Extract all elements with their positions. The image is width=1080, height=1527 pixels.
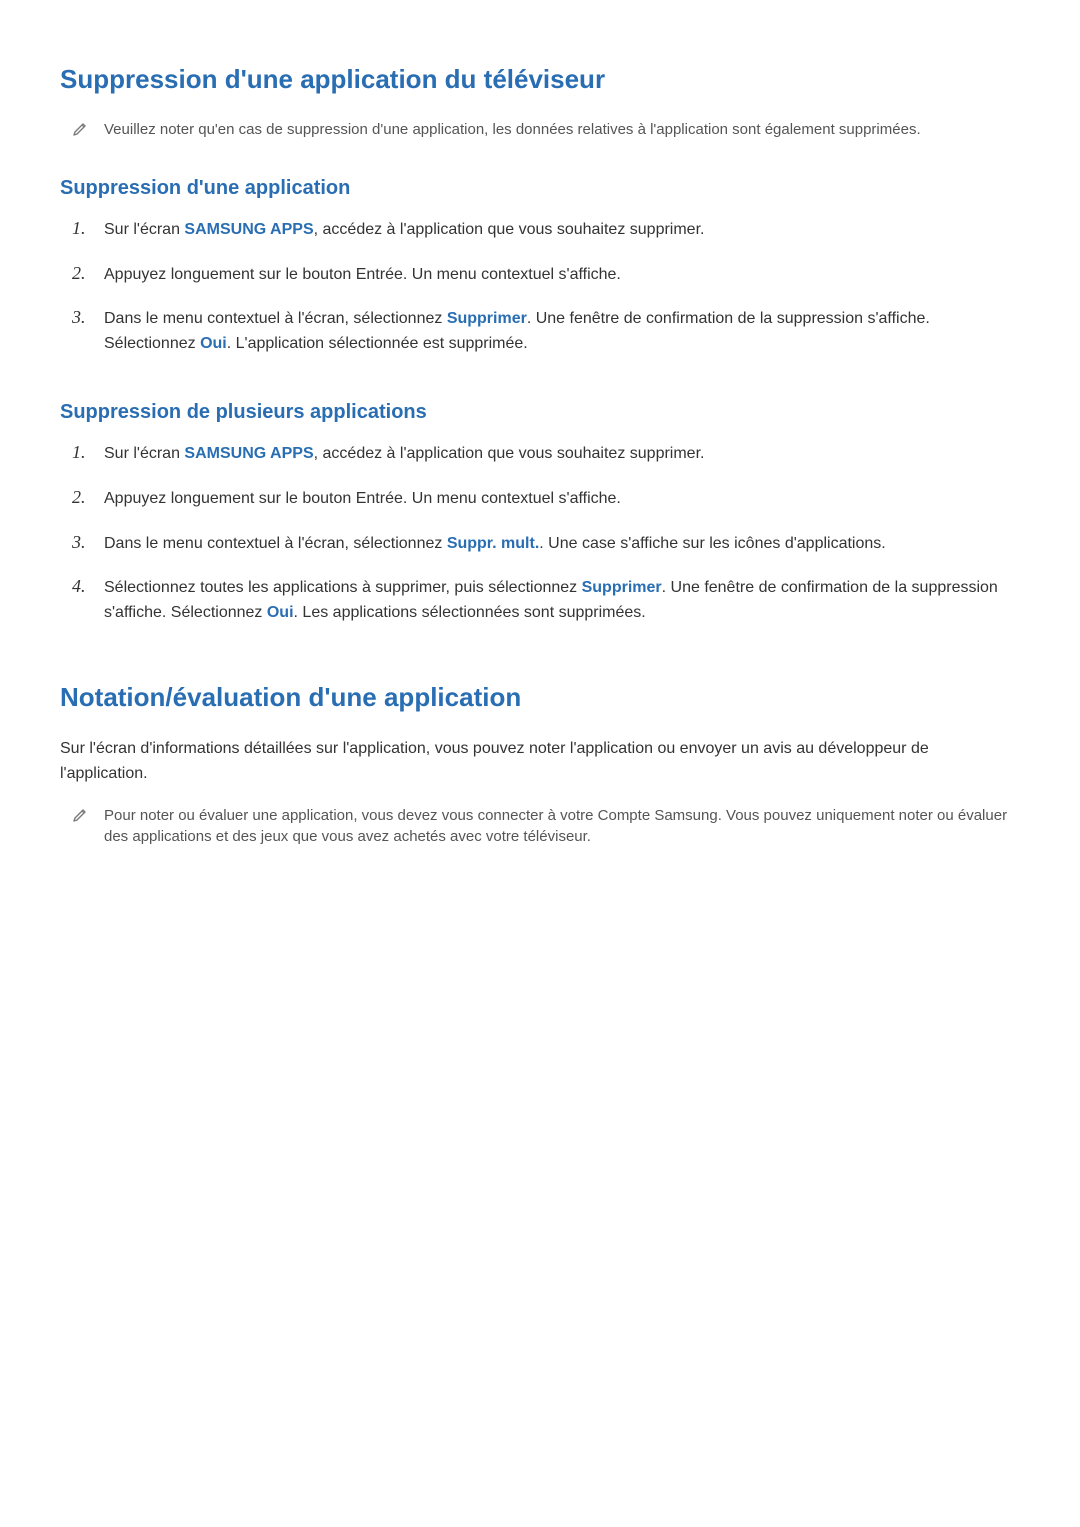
subsection-title-multiple: Suppression de plusieurs applications bbox=[60, 401, 1020, 424]
steps-list-multiple: 1. Sur l'écran SAMSUNG APPS, accédez à l… bbox=[60, 442, 1020, 626]
step-text: Sélectionnez toutes les applications à s… bbox=[104, 576, 1020, 626]
step-number: 1. bbox=[72, 218, 98, 239]
text-fragment: Dans le menu contextuel à l'écran, sélec… bbox=[104, 310, 447, 327]
step-item: 4. Sélectionnez toutes les applications … bbox=[72, 576, 1020, 626]
text-fragment: . Une case s'affiche sur les icônes d'ap… bbox=[539, 535, 885, 552]
body-paragraph: Sur l'écran d'informations détaillées su… bbox=[60, 737, 1020, 787]
text-fragment: , accédez à l'application que vous souha… bbox=[314, 445, 705, 462]
text-fragment: Dans le menu contextuel à l'écran, sélec… bbox=[104, 535, 447, 552]
text-fragment: Sur l'écran bbox=[104, 445, 184, 462]
section-rating: Notation/évaluation d'une application Su… bbox=[60, 682, 1020, 848]
step-text: Sur l'écran SAMSUNG APPS, accédez à l'ap… bbox=[104, 442, 704, 467]
subsection-title-single: Suppression d'une application bbox=[60, 177, 1020, 200]
note-delete-warning: Veuillez noter qu'en cas de suppression … bbox=[60, 119, 1020, 141]
section-title-rating: Notation/évaluation d'une application bbox=[60, 682, 1020, 713]
note-text: Veuillez noter qu'en cas de suppression … bbox=[104, 119, 921, 141]
text-fragment: , accédez à l'application que vous souha… bbox=[314, 221, 705, 238]
step-number: 1. bbox=[72, 442, 98, 463]
step-item: 3. Dans le menu contextuel à l'écran, sé… bbox=[72, 532, 1020, 557]
keyword-supprimer: Supprimer bbox=[447, 310, 527, 327]
step-text: Dans le menu contextuel à l'écran, sélec… bbox=[104, 532, 886, 557]
step-number: 2. bbox=[72, 487, 98, 508]
step-text: Appuyez longuement sur le bouton Entrée.… bbox=[104, 263, 621, 288]
step-text: Dans le menu contextuel à l'écran, sélec… bbox=[104, 307, 1020, 357]
note-rating-login: Pour noter ou évaluer une application, v… bbox=[60, 805, 1020, 849]
pencil-icon bbox=[72, 121, 88, 137]
step-item: 1. Sur l'écran SAMSUNG APPS, accédez à l… bbox=[72, 218, 1020, 243]
keyword-samsung-apps: SAMSUNG APPS bbox=[184, 221, 313, 238]
step-text: Sur l'écran SAMSUNG APPS, accédez à l'ap… bbox=[104, 218, 704, 243]
step-text: Appuyez longuement sur le bouton Entrée.… bbox=[104, 487, 621, 512]
step-item: 2. Appuyez longuement sur le bouton Entr… bbox=[72, 263, 1020, 288]
steps-list-single: 1. Sur l'écran SAMSUNG APPS, accédez à l… bbox=[60, 218, 1020, 357]
note-text: Pour noter ou évaluer une application, v… bbox=[104, 805, 1020, 849]
step-item: 3. Dans le menu contextuel à l'écran, sé… bbox=[72, 307, 1020, 357]
text-fragment: Sur l'écran bbox=[104, 221, 184, 238]
step-number: 4. bbox=[72, 576, 98, 597]
text-fragment: . Les applications sélectionnées sont su… bbox=[294, 604, 646, 621]
step-number: 2. bbox=[72, 263, 98, 284]
step-item: 1. Sur l'écran SAMSUNG APPS, accédez à l… bbox=[72, 442, 1020, 467]
keyword-suppr-mult: Suppr. mult. bbox=[447, 535, 539, 552]
keyword-oui: Oui bbox=[267, 604, 294, 621]
keyword-oui: Oui bbox=[200, 335, 227, 352]
step-number: 3. bbox=[72, 532, 98, 553]
step-number: 3. bbox=[72, 307, 98, 328]
text-fragment: . L'application sélectionnée est supprim… bbox=[227, 335, 528, 352]
keyword-supprimer: Supprimer bbox=[582, 579, 662, 596]
section-title-delete: Suppression d'une application du télévis… bbox=[60, 64, 1020, 95]
keyword-samsung-apps: SAMSUNG APPS bbox=[184, 445, 313, 462]
pencil-icon bbox=[72, 807, 88, 823]
text-fragment: Sélectionnez toutes les applications à s… bbox=[104, 579, 582, 596]
step-item: 2. Appuyez longuement sur le bouton Entr… bbox=[72, 487, 1020, 512]
